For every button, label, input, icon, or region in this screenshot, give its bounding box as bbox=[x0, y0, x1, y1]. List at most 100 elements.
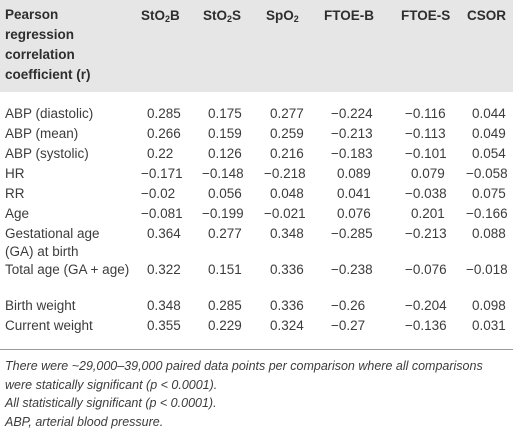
row-label: RR bbox=[5, 186, 25, 201]
row-label: ABP (diastolic) bbox=[5, 106, 94, 121]
row-label: Current weight bbox=[5, 318, 93, 333]
cell-value: −0.021 bbox=[264, 206, 306, 221]
cell-value: −0.136 bbox=[405, 318, 447, 333]
cell-value: −0.213 bbox=[405, 226, 447, 241]
cell-value: 0.056 bbox=[208, 186, 242, 201]
cell-value: 0.048 bbox=[270, 186, 304, 201]
cell-value: 0.277 bbox=[208, 226, 242, 241]
cell-value: −0.183 bbox=[331, 146, 373, 161]
cell-value: −0.081 bbox=[141, 206, 183, 221]
cell-value: −0.171 bbox=[141, 166, 183, 181]
cell-value: −0.116 bbox=[405, 106, 446, 121]
table-row: ABP (mean) 0.266 0.159 0.259 −0.213 −0.1… bbox=[0, 124, 513, 144]
table-body: ABP (diastolic) 0.285 0.175 0.277 −0.224… bbox=[0, 104, 513, 336]
cell-value: 0.054 bbox=[472, 146, 506, 161]
cell-value: −0.27 bbox=[331, 318, 366, 333]
table-row: Gestational age (GA) at birth 0.364 0.27… bbox=[0, 224, 513, 260]
cell-value: 0.044 bbox=[472, 106, 506, 121]
cell-value: 0.336 bbox=[270, 262, 304, 277]
cell-value: 0.355 bbox=[147, 318, 181, 333]
cell-value: 0.22 bbox=[147, 146, 174, 161]
table-row: Birth weight 0.348 0.285 0.336 −0.26 −0.… bbox=[0, 296, 513, 316]
cell-value: 0.079 bbox=[411, 166, 445, 181]
row-label: Total age (GA + age) bbox=[5, 262, 130, 277]
cell-value: −0.285 bbox=[331, 226, 373, 241]
table-row: HR −0.171 −0.148 −0.218 0.089 0.079 −0.0… bbox=[0, 164, 513, 184]
col-head-main: FTOE-S bbox=[401, 8, 451, 23]
cell-value: 0.159 bbox=[208, 126, 242, 141]
cell-value: 0.031 bbox=[472, 318, 506, 333]
cell-value: −0.101 bbox=[405, 146, 447, 161]
row-label: ABP (systolic) bbox=[5, 146, 89, 161]
cell-value: 0.259 bbox=[270, 126, 304, 141]
header-first-col: Pearson regression correlation coefficie… bbox=[5, 5, 125, 85]
cell-value: 0.285 bbox=[147, 106, 181, 121]
cell-value: 0.151 bbox=[208, 262, 242, 277]
cell-value: −0.076 bbox=[405, 262, 447, 277]
col-head-sub: 2 bbox=[165, 14, 171, 24]
footnote: All statistically significant (p < 0.000… bbox=[5, 396, 217, 410]
cell-value: 0.175 bbox=[208, 106, 242, 121]
table-row: ABP (systolic) 0.22 0.126 0.216 −0.183 −… bbox=[0, 144, 513, 164]
col-head-sto2b: StO2B bbox=[141, 6, 180, 29]
cell-value: 0.364 bbox=[147, 226, 181, 241]
footnote: ABP, arterial blood pressure. bbox=[5, 414, 164, 429]
cell-value: −0.02 bbox=[141, 186, 176, 201]
cell-value: −0.213 bbox=[331, 126, 373, 141]
cell-value: 0.201 bbox=[411, 206, 445, 221]
cell-value: 0.348 bbox=[147, 298, 181, 313]
col-head-ftoe-s: FTOE-S bbox=[401, 6, 450, 26]
cell-value: −0.018 bbox=[466, 262, 508, 277]
cell-value: −0.113 bbox=[405, 126, 446, 141]
col-head-ftoe-b: FTOE-B bbox=[324, 6, 374, 26]
table-row: RR −0.02 0.056 0.048 0.041 −0.038 0.075 bbox=[0, 184, 513, 204]
cell-value: 0.075 bbox=[472, 186, 506, 201]
cell-value: −0.038 bbox=[405, 186, 447, 201]
col-head-main: StO bbox=[203, 8, 228, 23]
col-head-main: StO bbox=[141, 8, 166, 23]
cell-value: 0.229 bbox=[208, 318, 242, 333]
row-label: HR bbox=[5, 166, 25, 181]
cell-value: 0.088 bbox=[472, 226, 506, 241]
cell-value: −0.204 bbox=[405, 298, 447, 313]
col-head-suffix: B bbox=[170, 8, 180, 23]
cell-value: −0.058 bbox=[466, 166, 508, 181]
cell-value: −0.218 bbox=[264, 166, 306, 181]
header-first-col-line: Pearson bbox=[5, 7, 59, 22]
header-first-col-line: regression bbox=[5, 27, 75, 42]
row-label: Birth weight bbox=[5, 298, 76, 313]
table-row: ABP (diastolic) 0.285 0.175 0.277 −0.224… bbox=[0, 104, 513, 124]
table-row: Age −0.081 −0.199 −0.021 0.076 0.201 −0.… bbox=[0, 204, 513, 224]
cell-value: 0.324 bbox=[270, 318, 304, 333]
table-bottom-rule bbox=[0, 349, 513, 350]
col-head-main: SpO bbox=[266, 8, 294, 23]
col-head-suffix: S bbox=[232, 8, 242, 23]
cell-value: 0.076 bbox=[337, 206, 371, 221]
table-row: Total age (GA + age) 0.322 0.151 0.336 −… bbox=[0, 260, 513, 296]
table-footnotes: There were ~29,000–39,000 paired data po… bbox=[5, 357, 510, 431]
row-label: Gestational age (GA) at birth bbox=[5, 226, 100, 259]
col-head-spo2: SpO2 bbox=[266, 6, 299, 29]
cell-value: 0.089 bbox=[337, 166, 371, 181]
table-header: Pearson regression correlation coefficie… bbox=[0, 0, 513, 92]
cell-value: 0.322 bbox=[147, 262, 181, 277]
cell-value: −0.148 bbox=[202, 166, 244, 181]
col-head-csor: CSOR bbox=[467, 6, 506, 26]
col-head-main: FTOE-B bbox=[324, 8, 374, 23]
cell-value: 0.336 bbox=[270, 298, 304, 313]
row-label: Age bbox=[5, 206, 30, 221]
col-head-sub: 2 bbox=[227, 14, 233, 24]
cell-value: 0.216 bbox=[270, 146, 304, 161]
cell-value: 0.277 bbox=[270, 106, 304, 121]
cell-value: 0.266 bbox=[147, 126, 181, 141]
col-head-main: CSOR bbox=[467, 8, 507, 23]
cell-value: 0.049 bbox=[472, 126, 506, 141]
row-label: ABP (mean) bbox=[5, 126, 79, 141]
col-head-sub: 2 bbox=[293, 14, 299, 24]
cell-value: −0.199 bbox=[202, 206, 244, 221]
cell-value: −0.238 bbox=[331, 262, 373, 277]
cell-value: −0.224 bbox=[331, 106, 373, 121]
header-first-col-line: correlation bbox=[5, 47, 75, 62]
cell-value: 0.041 bbox=[337, 186, 371, 201]
cell-value: −0.26 bbox=[331, 298, 366, 313]
